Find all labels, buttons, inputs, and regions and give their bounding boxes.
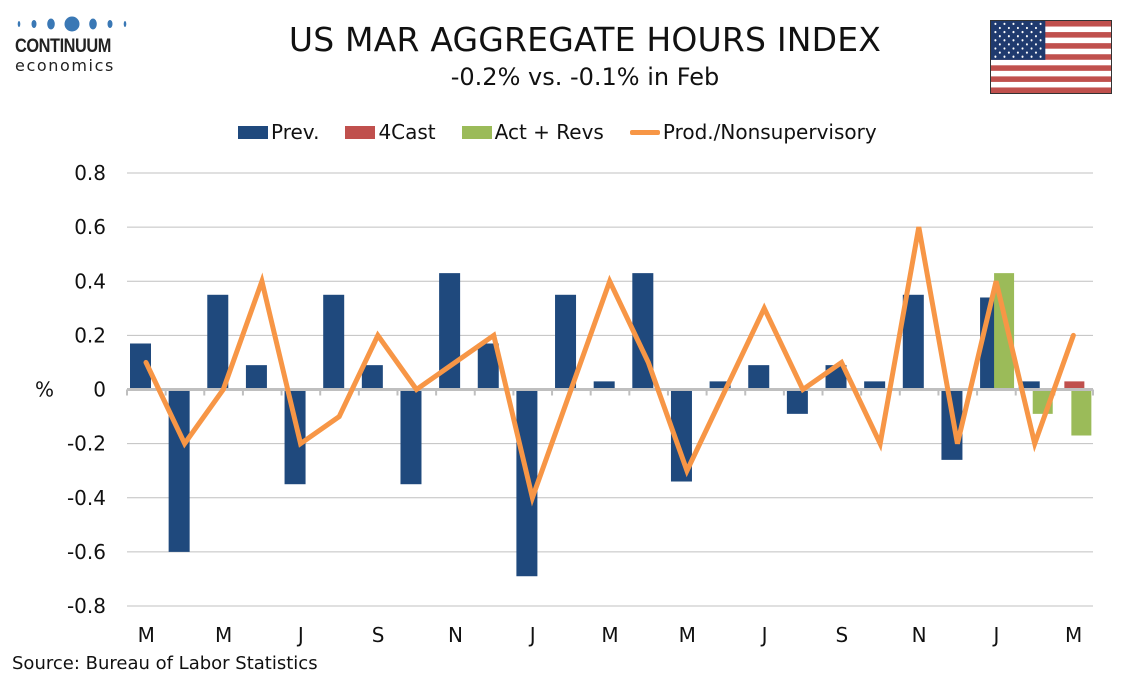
logo-dots-icon: [17, 16, 127, 32]
bar-prev--aug: [323, 294, 345, 390]
legend-item-4cast: 4Cast: [345, 120, 436, 144]
y-tick-label: -0.2: [67, 432, 106, 456]
us-flag-icon: [990, 20, 1112, 94]
bar-prev--feb: [555, 294, 577, 390]
bar-prev--aug: [786, 389, 808, 414]
legend-swatch-prod-nonsupervisory: [629, 129, 660, 135]
y-tick-label: -0.4: [67, 486, 106, 510]
series-line-prod-nonsupervisory: [143, 226, 1076, 507]
y-tick-label: 0.8: [74, 161, 106, 185]
y-tick-label: 0.4: [74, 269, 106, 293]
bar-prev--mar: [130, 343, 151, 390]
bar-prev--jun: [709, 381, 731, 390]
source-note: Source: Bureau of Labor Statistics: [12, 653, 318, 674]
x-tick-label: N: [912, 623, 927, 647]
bar-prev--sep: [361, 365, 383, 390]
y-tick-label: 0: [93, 378, 106, 402]
legend-label-prod-nonsupervisory: Prod./Nonsupervisory: [662, 120, 877, 144]
bar-act-revs-mar: [1071, 389, 1092, 436]
x-tick-label: S: [372, 623, 385, 647]
logo-name: CONTINUUM: [15, 36, 111, 57]
legend-swatch-act-revs: [461, 125, 492, 139]
bar-prev--oct: [400, 389, 422, 485]
y-axis-label: %: [35, 378, 54, 402]
x-tick-label: M: [679, 623, 696, 647]
x-tick-label: J: [528, 623, 536, 647]
x-tick-label: J: [296, 623, 304, 647]
legend-item-prod-nonsupervisory: Prod./Nonsupervisory: [629, 120, 877, 144]
bar-prev--jun: [245, 365, 267, 390]
legend-label-act-revs: Act + Revs: [494, 120, 604, 144]
bar-prev--nov: [902, 294, 924, 390]
legend-swatch-prev: [238, 125, 268, 139]
x-tick-label: N: [448, 623, 463, 647]
bar-prev--oct: [864, 381, 886, 390]
legend-item-act-revs: Act + Revs: [461, 120, 604, 144]
bar-prev--dec: [477, 343, 499, 390]
bar-prev--mar: [593, 381, 615, 390]
x-tick-label: J: [760, 623, 768, 647]
bar-prev--may: [207, 294, 229, 390]
legend-swatch-4cast: [345, 125, 376, 139]
bar-prev--feb: [1018, 381, 1040, 390]
y-tick-label: 0.6: [74, 215, 106, 239]
x-tick-label: M: [1065, 623, 1082, 647]
x-tick-label: M: [601, 623, 618, 647]
y-tick-label: -0.8: [67, 594, 106, 618]
bar-prev--jul: [284, 389, 306, 485]
chart-subtitle: -0.2% vs. -0.1% in Feb: [450, 63, 720, 91]
logo-subtitle: economics: [15, 56, 115, 75]
x-tick-label: S: [835, 623, 848, 647]
bar-prev--may: [670, 389, 692, 482]
bar-prev--apr: [168, 389, 190, 552]
y-tick-label: -0.6: [67, 540, 106, 564]
x-tick-label: M: [138, 623, 155, 647]
y-tick-label: 0.2: [74, 323, 106, 347]
x-tick-label: M: [215, 623, 232, 647]
bar-4cast-mar: [1064, 381, 1085, 390]
legend-item-prev: Prev.: [238, 120, 319, 144]
legend-label-4cast: 4Cast: [378, 120, 436, 144]
chart-legend: Prev. 4Cast Act + Revs Prod./Nonsupervis…: [238, 120, 903, 144]
bar-prev--jul: [748, 365, 770, 390]
x-tick-label: J: [991, 623, 999, 647]
legend-label-prev: Prev.: [271, 120, 320, 144]
chart-title: US MAR AGGREGATE HOURS INDEX: [288, 20, 882, 59]
